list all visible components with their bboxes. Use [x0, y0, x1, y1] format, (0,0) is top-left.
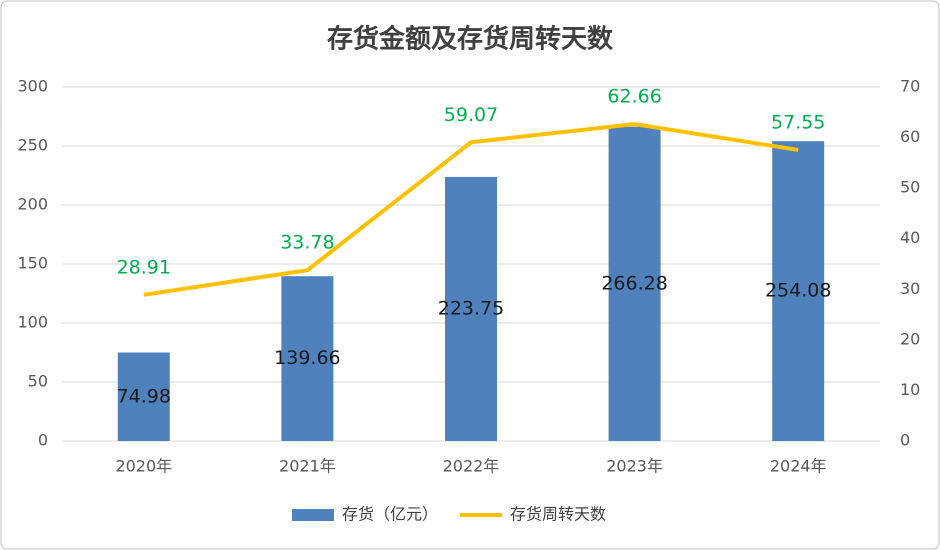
line-value-label: 28.91	[117, 256, 171, 278]
line	[143, 122, 799, 297]
x-tick-label: 2023年	[606, 457, 663, 476]
bar-value-label: 266.28	[601, 272, 667, 294]
x-tick-label: 2022年	[443, 457, 500, 476]
legend-label: 存货周转天数	[510, 505, 606, 524]
x-tick-label: 2020年	[115, 457, 172, 476]
chart-title: 存货金额及存货周转天数	[327, 24, 614, 55]
bar-value-label: 74.98	[117, 385, 171, 407]
y2-tick-label: 30	[900, 279, 920, 298]
y-tick-label: 50	[28, 372, 48, 391]
legend-swatch	[292, 509, 334, 521]
bar-value-label: 223.75	[438, 297, 504, 319]
line-value-label: 59.07	[444, 104, 498, 126]
y-tick-label: 200	[17, 195, 48, 214]
y2-tick-label: 0	[900, 431, 910, 450]
bar	[117, 352, 170, 441]
y-tick-label: 150	[17, 254, 48, 273]
line-value-label: 57.55	[771, 111, 825, 133]
legend-label: 存货（亿元）	[342, 505, 438, 524]
bar	[445, 176, 497, 441]
y-tick-label: 0	[38, 431, 48, 450]
y2-tick-label: 70	[900, 77, 920, 96]
x-tick-label: 2024年	[770, 457, 827, 476]
y2-tick-label: 50	[900, 178, 920, 197]
x-tick-label: 2021年	[279, 457, 336, 476]
bar	[608, 126, 661, 441]
y-tick-label: 300	[17, 77, 48, 96]
y2-tick-label: 20	[900, 329, 920, 348]
bar-value-label: 254.08	[765, 280, 831, 302]
y2-tick-label: 60	[900, 127, 920, 146]
line-value-label: 62.66	[607, 86, 661, 108]
line-value-label: 33.78	[280, 232, 334, 254]
bar-value-label: 139.66	[274, 347, 340, 369]
y2-tick-label: 10	[900, 380, 920, 399]
bar	[772, 141, 825, 441]
bar	[281, 276, 334, 441]
y-tick-label: 250	[17, 136, 48, 155]
y2-tick-label: 40	[900, 228, 920, 247]
y-tick-label: 100	[17, 313, 48, 332]
